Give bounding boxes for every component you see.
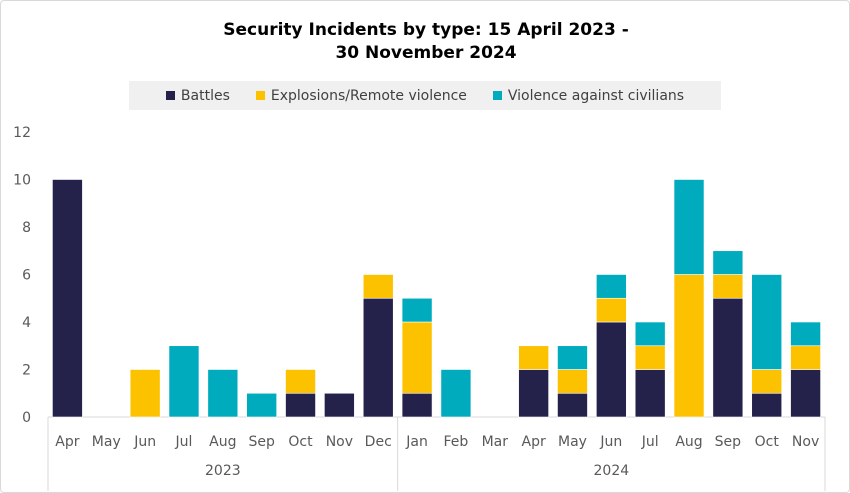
year-label: 2024 (594, 463, 630, 479)
legend-label: Explosions/Remote violence (270, 87, 467, 104)
y-tick-label: 6 (22, 268, 31, 284)
y-tick-label: 8 (22, 220, 31, 236)
bar-violence-against-civilians-jan (401, 297, 433, 323)
bar-violence-against-civilians-may (557, 345, 588, 370)
x-tick-label: Apr (522, 434, 546, 450)
chart-title: Security Incidents by type: 15 April 202… (1, 19, 849, 65)
legend-item-violence-civilians: Violence against civilians (492, 87, 685, 104)
legend-label: Violence against civilians (507, 87, 685, 104)
x-tick-label: Nov (326, 434, 353, 450)
bar-battles-nov (324, 392, 355, 418)
bar-explosions-remote-violence-oct (285, 369, 316, 394)
x-tick-label: Jul (641, 434, 659, 450)
bar-violence-against-civilians-oct (751, 274, 783, 370)
bar-explosions-remote-violence-jun (129, 369, 161, 418)
bar-battles-apr (52, 179, 83, 418)
bar-battles-dec (362, 297, 394, 418)
bar-battles-oct (751, 392, 783, 418)
legend-label: Battles (180, 87, 230, 104)
bar-violence-against-civilians-feb (440, 369, 472, 418)
x-tick-label: Aug (675, 434, 702, 450)
x-tick-label: Oct (755, 434, 780, 450)
y-tick-label: 2 (22, 363, 31, 379)
bar-explosions-remote-violence-may (557, 369, 588, 394)
bar-battles-oct (285, 392, 316, 418)
y-tick-label: 0 (22, 410, 31, 426)
x-tick-label: Nov (792, 434, 819, 450)
title-line-1: Security Incidents by type: 15 April 202… (223, 20, 629, 40)
bar-battles-nov (790, 369, 821, 418)
bar-violence-against-civilians-sep (246, 392, 277, 418)
x-tick-label: May (92, 434, 121, 450)
bar-battles-jul (634, 369, 666, 418)
legend-swatch (492, 91, 502, 100)
x-tick-label: Sep (715, 434, 742, 450)
bar-battles-may (557, 392, 588, 418)
bar-violence-against-civilians-jul (168, 345, 200, 418)
bar-explosions-remote-violence-sep (712, 274, 744, 299)
bar-violence-against-civilians-sep (712, 250, 744, 275)
bar-violence-against-civilians-aug (207, 369, 239, 418)
y-tick-label: 4 (22, 315, 31, 331)
bar-explosions-remote-violence-nov (790, 345, 821, 370)
x-tick-label: Dec (365, 434, 392, 450)
legend: Battles Explosions/Remote violence Viole… (129, 81, 721, 110)
bar-explosions-remote-violence-jul (634, 345, 666, 370)
y-tick-label: 12 (13, 125, 31, 141)
x-tick-label: Oct (288, 434, 313, 450)
x-tick-label: Jun (599, 434, 622, 450)
legend-swatch (255, 91, 265, 100)
x-tick-label: May (558, 434, 587, 450)
bar-violence-against-civilians-nov (790, 321, 821, 347)
x-tick-label: Feb (444, 434, 469, 450)
title-line-2: 30 November 2024 (335, 43, 517, 63)
bar-explosions-remote-violence-apr (518, 345, 549, 370)
legend-swatch (165, 91, 175, 100)
bar-battles-jun (596, 321, 627, 418)
bar-explosions-remote-violence-jun (596, 297, 627, 323)
bar-battles-jan (401, 392, 433, 418)
bar-violence-against-civilians-jun (596, 274, 627, 299)
y-tick-label: 10 (13, 173, 31, 189)
bar-explosions-remote-violence-aug (673, 274, 705, 418)
bar-battles-apr (518, 369, 549, 418)
bar-explosions-remote-violence-oct (751, 369, 783, 394)
x-tick-label: Mar (482, 434, 509, 450)
x-tick-label: Sep (248, 434, 275, 450)
bar-violence-against-civilians-aug (673, 179, 705, 275)
x-tick-label: Aug (209, 434, 236, 450)
x-tick-label: Jul (175, 434, 193, 450)
x-tick-label: Jun (133, 434, 156, 450)
bar-violence-against-civilians-jul (634, 321, 666, 347)
legend-item-battles: Battles (165, 87, 230, 104)
bar-explosions-remote-violence-dec (362, 274, 394, 299)
legend-item-explosions: Explosions/Remote violence (255, 87, 467, 104)
x-tick-label: Jan (405, 434, 428, 450)
bar-explosions-remote-violence-jan (401, 321, 433, 394)
x-tick-label: Apr (55, 434, 79, 450)
bar-battles-sep (712, 297, 744, 418)
year-label: 2023 (205, 463, 241, 479)
